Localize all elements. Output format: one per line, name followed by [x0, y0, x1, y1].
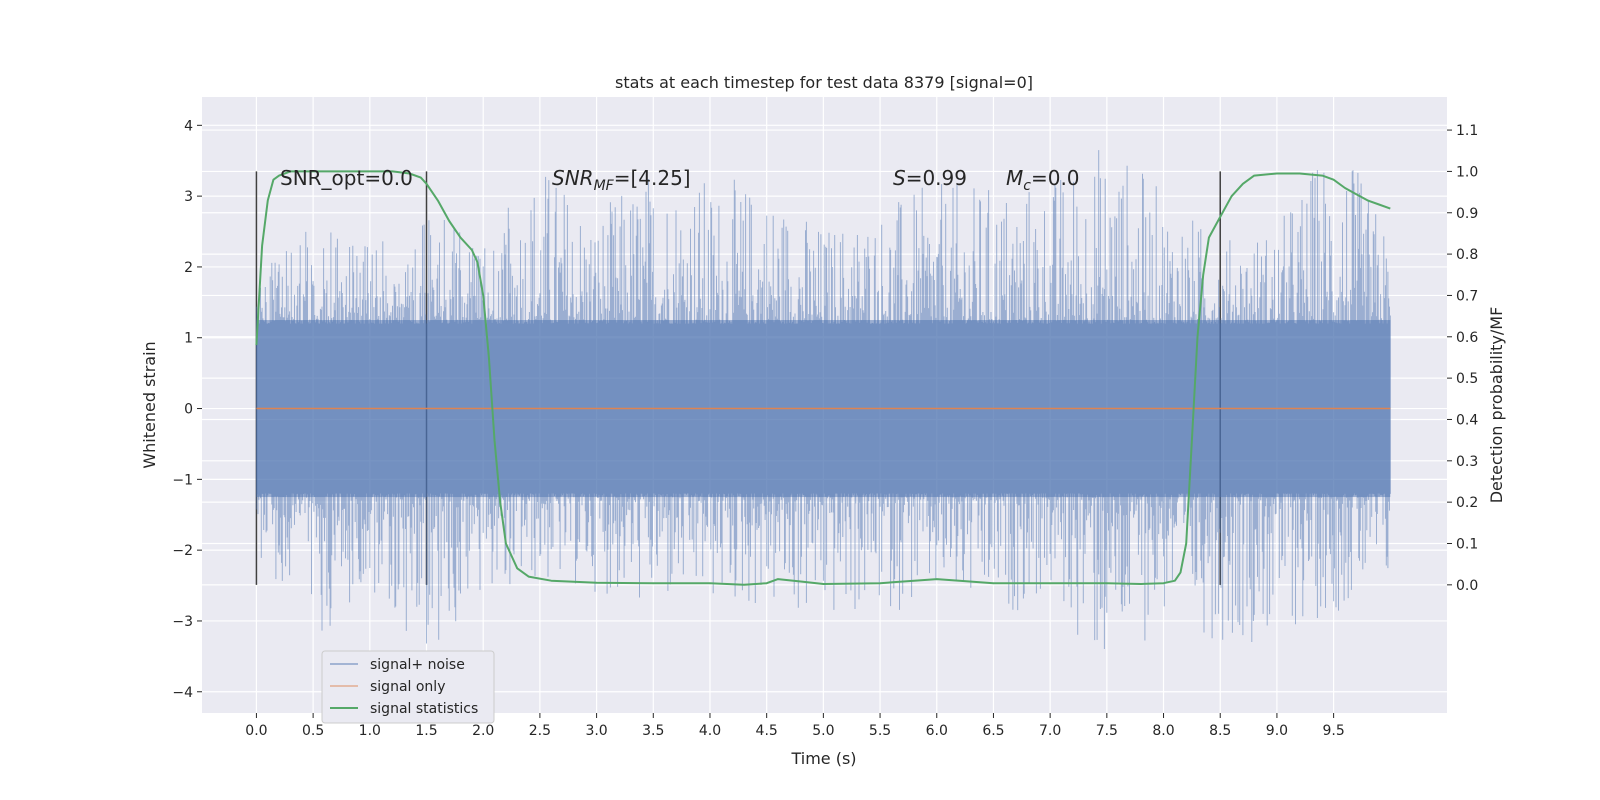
y-axis-label: Whitened strain — [140, 341, 159, 468]
legend-box — [321, 650, 495, 724]
y-tick-label: −3 — [172, 614, 193, 630]
y-right-tick-label: 0.2 — [1456, 495, 1478, 511]
y-tick-label: 4 — [184, 118, 193, 134]
x-tick-label: 5.5 — [869, 723, 891, 739]
legend: signal+ noise signal only signal statist… — [321, 650, 495, 724]
y-right-tick-label: 0.4 — [1456, 412, 1478, 428]
x-tick-label: 5.0 — [812, 723, 834, 739]
annotation-snr-mf: SNRMF=[4.25] — [552, 166, 691, 194]
x-axis-label: Time (s) — [790, 749, 856, 768]
y-right-axis-ticks: 1.1 1.0 0.9 0.8 0.7 0.6 0.5 0.4 0.3 0.2 0.1 0.0 — [1447, 123, 1478, 594]
y-tick-label: 2 — [184, 260, 193, 276]
x-tick-label: 9.5 — [1322, 723, 1344, 739]
x-tick-label: 4.5 — [756, 723, 778, 739]
y-tick-label: 1 — [184, 331, 193, 347]
chart-title: stats at each timestep for test data 837… — [615, 73, 1033, 92]
annotation-mc-value: =0.0 — [1031, 166, 1080, 190]
x-tick-label: 0.0 — [245, 723, 267, 739]
legend-label-signal-noise: signal+ noise — [370, 657, 465, 673]
y-axis-ticks: 4 3 2 1 0 −1 −2 −3 −4 — [172, 118, 202, 701]
y-tick-label: −1 — [172, 472, 193, 488]
y-tick-label: −4 — [172, 685, 193, 701]
annotation-snr-mf-value: =[4.25] — [614, 166, 691, 190]
annotation-snr-mf-sub: MF — [594, 178, 615, 194]
y-right-tick-label: 0.7 — [1456, 288, 1478, 304]
x-tick-label: 1.5 — [415, 723, 437, 739]
x-tick-label: 2.0 — [472, 723, 494, 739]
annotation-mc-base: M — [1006, 166, 1023, 190]
y-right-tick-label: 1.0 — [1456, 164, 1478, 180]
y-tick-label: 0 — [184, 402, 193, 418]
annotation-mc: Mc=0.0 — [1006, 166, 1080, 194]
x-tick-label: 6.0 — [926, 723, 948, 739]
y-tick-label: −2 — [172, 543, 193, 559]
x-tick-label: 1.0 — [359, 723, 381, 739]
x-tick-label: 0.5 — [302, 723, 324, 739]
y-right-tick-label: 1.1 — [1456, 123, 1478, 139]
annotation-snr-opt: SNR_opt=0.0 — [280, 166, 413, 190]
x-tick-label: 2.5 — [529, 723, 551, 739]
x-axis-ticks: 0.0 0.5 1.0 1.5 2.0 2.5 3.0 3.5 4.0 4.5 5.0 5.5 6.0 6… — [245, 713, 1345, 739]
y-right-tick-label: 0.5 — [1456, 371, 1478, 387]
x-tick-label: 7.0 — [1039, 723, 1061, 739]
y-tick-label: 3 — [184, 189, 193, 205]
annotation-mc-sub: c — [1023, 178, 1031, 194]
x-tick-label: 8.5 — [1209, 723, 1231, 739]
x-tick-label: 9.0 — [1266, 723, 1288, 739]
annotation-snr-mf-base: SNR — [552, 166, 594, 190]
x-tick-label: 6.5 — [982, 723, 1004, 739]
y-right-tick-label: 0.9 — [1456, 206, 1478, 222]
legend-label-signal-statistics: signal statistics — [370, 701, 478, 717]
signal-statistics-line — [255, 170, 1391, 586]
y-right-tick-label: 0.1 — [1456, 536, 1478, 552]
x-tick-label: 3.0 — [585, 723, 607, 739]
x-tick-label: 4.0 — [699, 723, 721, 739]
signal-statistics-series — [255, 170, 1391, 586]
y-right-tick-label: 0.6 — [1456, 330, 1478, 346]
y-right-axis-label: Detection probability/MF — [1487, 307, 1506, 504]
y-right-tick-label: 0.0 — [1456, 578, 1478, 594]
legend-label-signal-only: signal only — [370, 679, 445, 695]
x-tick-label: 7.5 — [1096, 723, 1118, 739]
annotation-s-symbol: S — [893, 166, 906, 190]
y-right-tick-label: 0.8 — [1456, 247, 1478, 263]
y-right-tick-label: 0.3 — [1456, 454, 1478, 470]
x-tick-label: 8.0 — [1152, 723, 1174, 739]
annotation-s-value: =0.99 — [906, 166, 967, 190]
annotation-s: S=0.99 — [893, 166, 967, 190]
x-tick-label: 3.5 — [642, 723, 664, 739]
